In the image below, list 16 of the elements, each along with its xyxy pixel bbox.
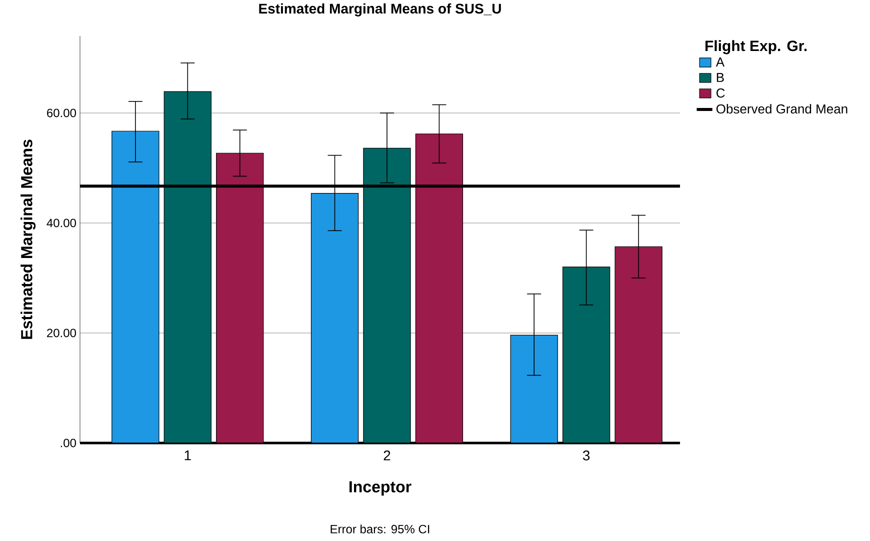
x-tick-label: 1 [184,450,191,460]
y-tick-label: .00 [60,438,76,448]
chart-title: Estimated Marginal Means of SUS_U [259,3,501,16]
legend-label: Observed Grand Mean [716,104,848,114]
legend-label: C [716,88,725,98]
text: Error bars: 95% CI [330,524,430,534]
x-tick-label: 2 [384,450,390,460]
y-axis-title: Estimated Marginal Means [20,140,36,339]
y-tick-label: 60.00 [47,108,76,118]
legend-label: A [716,58,724,67]
y-tick-label: 40.00 [46,218,76,228]
legend-title: Flight Exp. Gr. [705,40,807,54]
legend-label: B [716,73,724,82]
y-tick-label: 20.00 [47,328,76,338]
x-tick-label: 3 [582,450,590,460]
x-axis-title: Inceptor [350,481,412,496]
